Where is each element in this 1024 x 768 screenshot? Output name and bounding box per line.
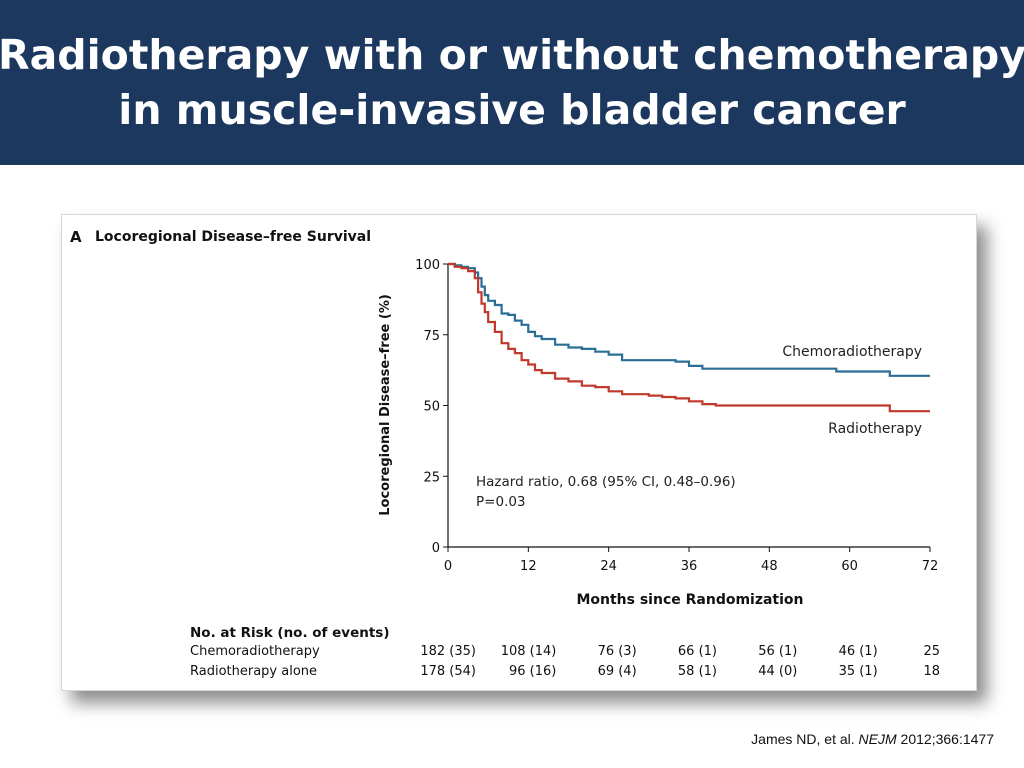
risk-cell: 58 (1) xyxy=(678,664,717,679)
citation-volume: 2012;366:1477 xyxy=(896,731,994,747)
risk-row-label: Chemoradiotherapy xyxy=(190,644,320,659)
risk-table: Chemoradiotherapy 182 (35) 108 (14) 76 (3) 6… xyxy=(190,644,940,679)
km-chart: A Locoregional Disease–free Survival Loc… xyxy=(70,228,940,679)
p-value-annotation: P=0.03 xyxy=(476,494,526,510)
risk-cell: 178 (54) xyxy=(420,664,476,679)
y-axis-label: Locoregional Disease–free (%) xyxy=(378,294,393,516)
citation: James ND, et al. NEJM 2012;366:1477 xyxy=(751,731,994,747)
slide-title-line-2: in muscle-invasive bladder cancer xyxy=(118,85,906,134)
risk-cell: 66 (1) xyxy=(678,644,717,659)
chart-title: Locoregional Disease–free Survival xyxy=(95,229,371,245)
risk-cell: 182 (35) xyxy=(420,644,476,659)
x-tick-label: 12 xyxy=(520,559,537,574)
risk-cell: 69 (4) xyxy=(598,664,637,679)
hazard-ratio-annotation: Hazard ratio, 0.68 (95% CI, 0.48–0.96) xyxy=(476,474,736,490)
figure-card: A Locoregional Disease–free Survival Loc… xyxy=(61,214,977,691)
risk-table-header: No. at Risk (no. of events) xyxy=(190,625,390,641)
y-tick-label: 25 xyxy=(423,470,440,485)
y-tick-label: 75 xyxy=(423,329,440,344)
x-tick-label: 36 xyxy=(681,559,698,574)
x-tick-label: 24 xyxy=(600,559,617,574)
y-tick-label: 50 xyxy=(423,400,440,415)
radiotherapy-label: Radiotherapy xyxy=(828,421,922,437)
x-tick-label: 48 xyxy=(761,559,778,574)
slide-title-line-1: Radiotherapy with or without chemotherap… xyxy=(0,30,1024,79)
x-axis-label: Months since Randomization xyxy=(576,592,803,608)
risk-cell: 18 xyxy=(923,664,940,679)
curve-labels: Chemoradiotherapy Radiotherapy xyxy=(782,344,922,437)
risk-cell: 46 (1) xyxy=(839,644,878,659)
y-tick-label: 0 xyxy=(432,541,440,556)
x-tick-label: 0 xyxy=(444,559,452,574)
axes: 0 12 24 36 48 60 72 0 25 50 75 100 xyxy=(415,258,938,574)
chemoradiotherapy-curve xyxy=(448,262,930,377)
x-tick-label: 60 xyxy=(841,559,858,574)
x-tick-label: 72 xyxy=(922,559,939,574)
risk-cell: 96 (16) xyxy=(509,664,556,679)
title-bar: Radiotherapy with or without chemotherap… xyxy=(0,0,1024,165)
risk-cell: 56 (1) xyxy=(758,644,797,659)
chemoradiotherapy-label: Chemoradiotherapy xyxy=(782,344,922,360)
citation-journal: NEJM xyxy=(858,731,897,747)
y-tick-label: 100 xyxy=(415,258,440,273)
risk-cell: 25 xyxy=(923,644,940,659)
risk-cell: 35 (1) xyxy=(839,664,878,679)
risk-cell: 108 (14) xyxy=(501,644,557,659)
risk-cell: 44 (0) xyxy=(758,664,797,679)
panel-letter: A xyxy=(70,228,82,246)
radiotherapy-curve xyxy=(448,262,930,413)
survival-curves xyxy=(448,262,930,413)
risk-cell: 76 (3) xyxy=(598,644,637,659)
citation-authors: James ND, et al. xyxy=(751,731,859,747)
risk-row-label: Radiotherapy alone xyxy=(190,664,317,679)
